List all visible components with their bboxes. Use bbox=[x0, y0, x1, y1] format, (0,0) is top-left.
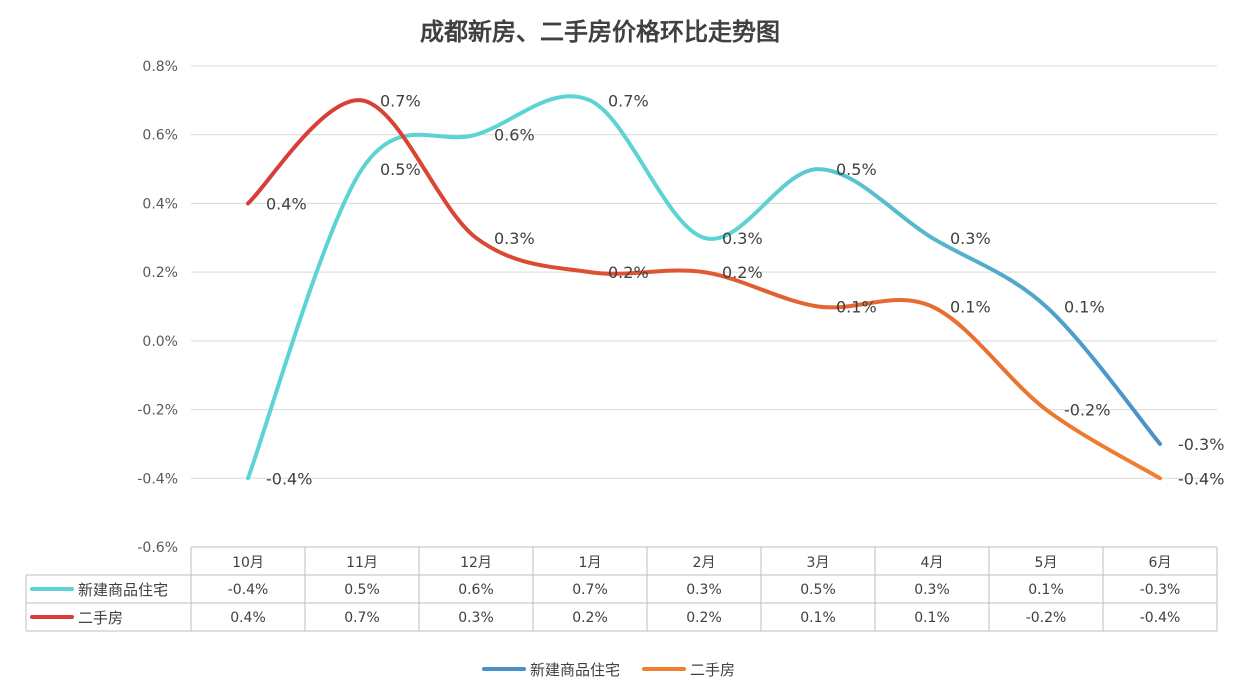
y-tick-label: -0.4% bbox=[137, 471, 178, 487]
table-cell: 0.4% bbox=[230, 610, 266, 626]
data-label: 0.7% bbox=[380, 91, 421, 110]
data-label: 0.3% bbox=[494, 229, 535, 248]
table-cell: -0.2% bbox=[1026, 610, 1067, 626]
x-tick-label: 1月 bbox=[579, 555, 602, 571]
table-cell: 0.1% bbox=[1028, 582, 1064, 598]
table-row-second-hand: 二手房 0.4% 0.7% 0.3% 0.2% 0.2% 0.1% 0.1% -0.2% -0.4… bbox=[30, 609, 1181, 627]
table-cell: 0.1% bbox=[800, 610, 836, 626]
data-label: 0.1% bbox=[1064, 298, 1105, 317]
data-label: -0.4% bbox=[266, 469, 312, 488]
data-label: -0.4% bbox=[1178, 469, 1224, 488]
data-label: 0.1% bbox=[950, 298, 991, 317]
x-tick-label: 5月 bbox=[1035, 555, 1058, 571]
y-tick-label: 0.6% bbox=[142, 128, 178, 144]
y-tick-label: 0.8% bbox=[142, 59, 178, 75]
table-cell: -0.4% bbox=[1140, 610, 1181, 626]
x-tick-label: 11月 bbox=[346, 555, 378, 571]
x-tick-label: 10月 bbox=[232, 555, 264, 571]
legend-item-new-homes: 新建商品住宅 bbox=[482, 661, 620, 679]
x-tick-label: 2月 bbox=[693, 555, 716, 571]
table-cell: 0.7% bbox=[572, 582, 608, 598]
series-line-new-homes bbox=[246, 94, 1162, 481]
data-label: -0.2% bbox=[1064, 401, 1110, 420]
data-label: 0.2% bbox=[722, 263, 763, 282]
grid bbox=[191, 65, 1217, 479]
table-cell: 0.7% bbox=[344, 610, 380, 626]
y-tick-label: 0.4% bbox=[142, 196, 178, 212]
y-tick-label: -0.6% bbox=[137, 540, 178, 556]
table-cell: 0.6% bbox=[458, 582, 494, 598]
table-cell: 0.1% bbox=[914, 610, 950, 626]
series-lines bbox=[246, 94, 1162, 481]
data-label: 0.5% bbox=[380, 160, 421, 179]
legend-label: 新建商品住宅 bbox=[530, 661, 620, 679]
table-cell: 0.5% bbox=[800, 582, 836, 598]
table-cell: -0.3% bbox=[1140, 582, 1181, 598]
data-label: 0.1% bbox=[836, 298, 877, 317]
legend-label: 二手房 bbox=[690, 661, 735, 679]
x-tick-label: 6月 bbox=[1149, 555, 1172, 571]
table-cell: -0.4% bbox=[228, 582, 269, 598]
y-tick-label: -0.2% bbox=[137, 403, 178, 419]
x-tick-label: 3月 bbox=[807, 555, 830, 571]
x-tick-label: 4月 bbox=[921, 555, 944, 571]
y-axis: -0.6% -0.4% -0.2% 0.0% 0.2% 0.4% 0.6% 0.8% bbox=[137, 59, 178, 556]
x-tick-label: 12月 bbox=[460, 555, 492, 571]
table-cell: 0.3% bbox=[686, 582, 722, 598]
data-label: -0.3% bbox=[1178, 435, 1224, 454]
data-label: 0.4% bbox=[266, 194, 307, 213]
data-label: 0.7% bbox=[608, 91, 649, 110]
table-cell: 0.2% bbox=[572, 610, 608, 626]
data-label: 0.2% bbox=[608, 263, 649, 282]
y-tick-label: 0.0% bbox=[142, 334, 178, 350]
data-label: 0.6% bbox=[494, 126, 535, 145]
table-cell: 0.3% bbox=[914, 582, 950, 598]
y-tick-label: 0.2% bbox=[142, 265, 178, 281]
series-name: 新建商品住宅 bbox=[78, 581, 168, 599]
chart-title: 成都新房、二手房价格环比走势图 bbox=[420, 18, 780, 46]
table-cell: 0.3% bbox=[458, 610, 494, 626]
table-cell: 0.5% bbox=[344, 582, 380, 598]
legend: 新建商品住宅 二手房 bbox=[482, 661, 735, 679]
series-line-second-hand bbox=[246, 98, 1162, 481]
data-label: 0.5% bbox=[836, 160, 877, 179]
table-row-new-homes: 新建商品住宅 -0.4% 0.5% 0.6% 0.7% 0.3% 0.5% 0.3% 0.1% -… bbox=[30, 581, 1181, 599]
data-label: 0.3% bbox=[950, 229, 991, 248]
legend-item-second-hand: 二手房 bbox=[642, 661, 735, 679]
series-name: 二手房 bbox=[78, 609, 123, 627]
table-cell: 0.2% bbox=[686, 610, 722, 626]
data-labels: -0.4% 0.5% 0.6% 0.7% 0.3% 0.5% 0.3% 0.1% -0.3% 0.… bbox=[266, 91, 1224, 488]
data-label: 0.3% bbox=[722, 229, 763, 248]
